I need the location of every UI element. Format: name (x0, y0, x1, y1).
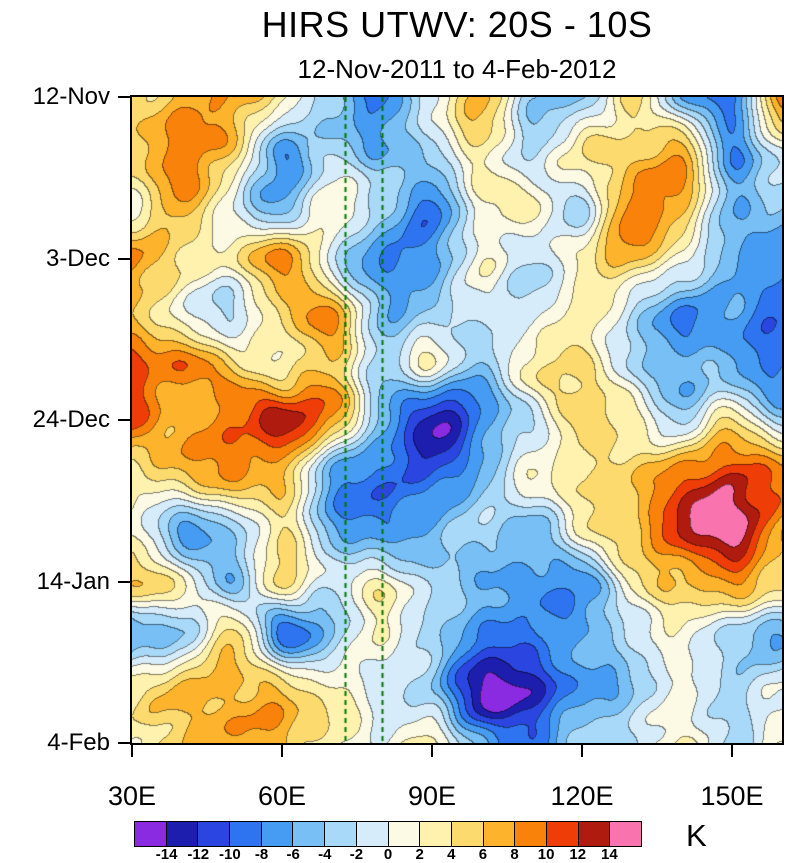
colorbar-tick-label: -6 (286, 846, 300, 863)
colorbar-cell (229, 822, 261, 846)
colorbar-units-label: K (686, 818, 707, 853)
colorbar-tick-label: 12 (569, 846, 587, 863)
colorbar-cell (292, 822, 325, 846)
y-axis-tick (118, 96, 130, 98)
chart-subtitle: 12-Nov-2011 to 4-Feb-2012 (297, 54, 617, 84)
y-tick-label: 14-Jan (36, 567, 110, 595)
colorbar-cell (387, 822, 420, 846)
colorbar-tick-label: 8 (510, 846, 519, 863)
colorbar-cell (450, 822, 483, 846)
colorbar-cell (514, 822, 546, 846)
colorbar-cell (545, 822, 578, 846)
colorbar-cell (577, 822, 610, 846)
y-axis-tick (118, 742, 130, 744)
colorbar-tick-label: -12 (187, 846, 210, 863)
colorbar-cell (609, 822, 641, 846)
colorbar-cell (197, 822, 230, 846)
x-axis-tick (731, 745, 733, 757)
y-tick-label: 24-Dec (32, 406, 110, 433)
x-axis-tick (131, 745, 133, 757)
colorbar-cell (482, 822, 515, 846)
x-tick-label: 60E (257, 781, 307, 811)
x-axis-tick (281, 745, 283, 757)
y-tick-label: 12-Nov (32, 83, 110, 110)
colorbar-tick-label: -8 (254, 846, 269, 863)
x-tick-label: 150E (700, 781, 764, 811)
chart-title: HIRS UTWV: 20S - 10S (261, 4, 653, 45)
x-tick-label: 120E (550, 781, 614, 811)
colorbar-tick-label: -14 (155, 846, 178, 863)
colorbar-tick-label: -2 (349, 846, 364, 863)
colorbar-cell (324, 822, 356, 846)
x-axis-tick (431, 745, 433, 757)
y-axis-tick (118, 580, 130, 583)
colorbar-tick-label: 6 (478, 846, 488, 863)
colorbar-cell (355, 822, 388, 846)
colorbar-tick-label: 4 (447, 846, 456, 863)
x-tick-label: 90E (407, 781, 457, 811)
plot-area (130, 95, 784, 745)
y-tick-label: 4-Feb (47, 729, 110, 756)
colorbar-cell (165, 822, 198, 846)
x-tick-label: 30E (107, 781, 157, 811)
colorbar-tick-label: -10 (219, 846, 241, 863)
colorbar-tick-label: 2 (415, 846, 424, 863)
colorbar-cell (135, 822, 166, 846)
colorbar-tick-label: -4 (318, 846, 332, 863)
colorbar-cell (419, 822, 451, 846)
y-axis-tick (118, 257, 130, 260)
y-tick-label: 3-Dec (45, 244, 110, 272)
colorbar-cell (260, 822, 293, 846)
colorbar-tick-label: 0 (383, 846, 393, 863)
x-axis-tick (581, 745, 583, 757)
colorbar-tick-label: 14 (601, 846, 618, 863)
y-axis-tick (118, 419, 130, 421)
colorbar-tick-label: 10 (537, 846, 555, 863)
heatmap-canvas (132, 97, 782, 743)
colorbar (134, 821, 642, 847)
